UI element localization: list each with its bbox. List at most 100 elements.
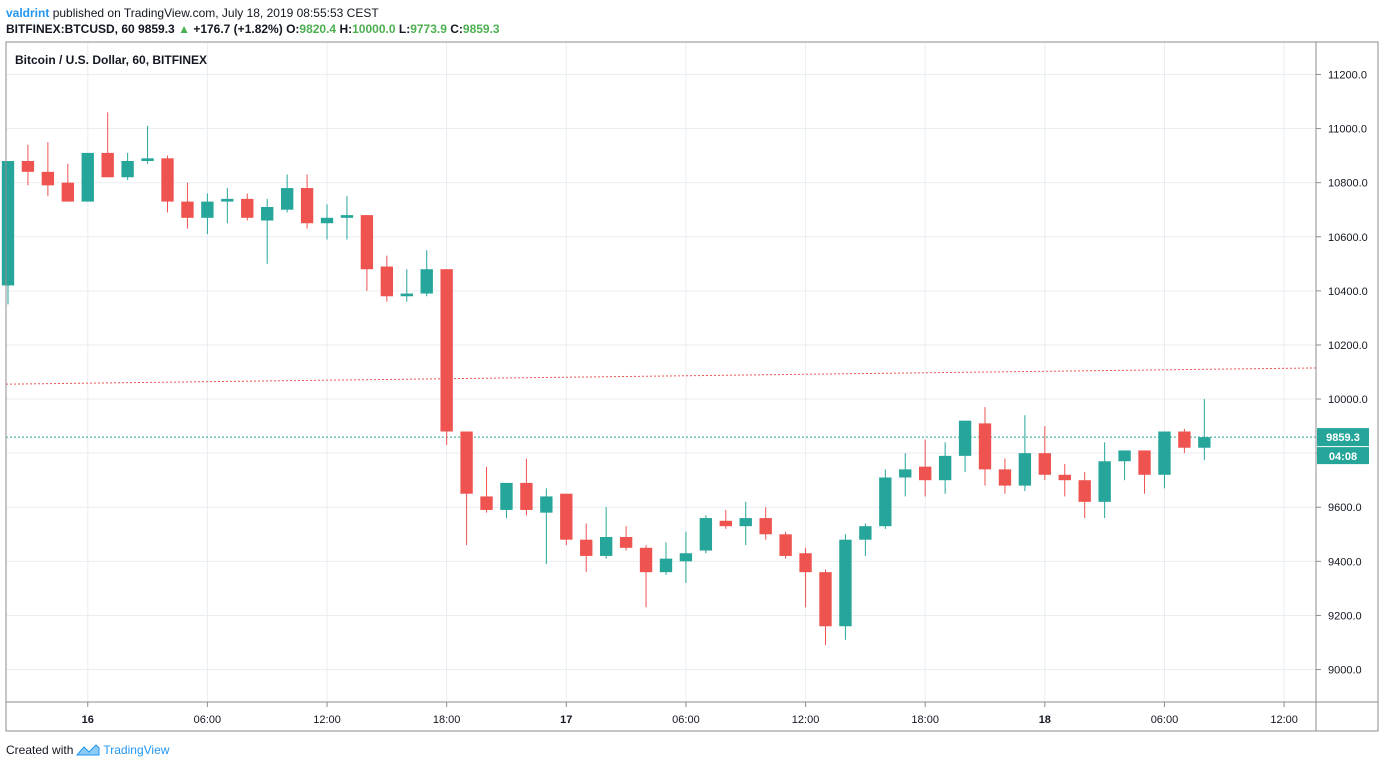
candle-body [440, 269, 453, 432]
candle [1, 161, 15, 305]
candle-body [739, 518, 752, 527]
candle [161, 155, 174, 213]
candle-body [141, 158, 154, 162]
candle-body [201, 201, 214, 218]
candle [121, 152, 134, 180]
candle-body [1198, 437, 1211, 448]
candles [1, 112, 1211, 646]
candle [1098, 442, 1111, 519]
candle [560, 493, 573, 546]
candle [978, 407, 992, 486]
x-tick-label: 06:00 [1151, 714, 1179, 726]
open-value: 9820.4 [299, 22, 337, 36]
candle-body [81, 152, 94, 202]
candle-body [221, 198, 234, 202]
y-tick-label: 9600.0 [1328, 502, 1362, 514]
candle-body [679, 553, 693, 562]
candle [998, 458, 1012, 494]
candle-body [1, 161, 15, 286]
published-text: published on TradingView.com, July 18, 2… [52, 6, 379, 20]
candle-body [839, 539, 852, 627]
x-tick-label: 06:00 [194, 714, 222, 726]
candle [938, 442, 952, 494]
candle [221, 188, 234, 224]
candle-body [540, 496, 553, 513]
candle-body [420, 269, 433, 294]
chart-frame [5, 41, 1379, 732]
candle [500, 482, 513, 519]
countdown-label: 04:08 [1329, 451, 1357, 463]
high-label: H: [339, 22, 353, 36]
candle-body [261, 207, 274, 221]
candle-body [779, 534, 792, 556]
candle-body [1178, 431, 1191, 448]
candle-body [380, 266, 394, 297]
candle [181, 182, 194, 229]
symbol-label: BITFINEX:BTCUSD, 60 [6, 22, 135, 36]
candle-body [560, 493, 573, 540]
candle [779, 531, 792, 559]
y-tick-label: 11000.0 [1328, 124, 1367, 136]
y-tick-label: 10800.0 [1328, 178, 1368, 190]
chart-title: Bitcoin / U.S. Dollar, 60, BITFINEX [15, 53, 207, 67]
x-tick-label: 12:00 [313, 714, 341, 726]
candle [360, 215, 374, 291]
candle [919, 439, 932, 497]
candle-body [400, 293, 413, 297]
y-tick-label: 10600.0 [1328, 232, 1368, 244]
candle-body [899, 469, 912, 478]
y-tick-label: 10000.0 [1328, 394, 1368, 406]
x-tick-label: 06:00 [672, 714, 700, 726]
author-name[interactable]: valdrint [6, 6, 50, 20]
chart-grid [6, 42, 1316, 702]
candle [340, 196, 354, 240]
time-axis: 16 06:00 12:00 18:00 17 06:00 12:00 18:00 18 06:0… [82, 702, 1298, 726]
candle-body [1078, 480, 1091, 502]
tradingview-brand[interactable]: TradingView [103, 743, 170, 757]
candle [1118, 450, 1131, 481]
outer-border [5, 41, 1379, 732]
candle [799, 547, 812, 608]
candle [141, 125, 154, 164]
candle-body [958, 420, 972, 456]
candle [659, 542, 673, 575]
y-tick-label: 10200.0 [1328, 340, 1368, 352]
candle-body [580, 539, 593, 556]
price-change: +176.7 (+1.82%) [193, 22, 283, 36]
candle [759, 507, 772, 540]
created-with-label: Created with [6, 743, 74, 757]
candle-body [121, 161, 134, 178]
x-tick-label: 12:00 [792, 714, 820, 726]
low-value: 9773.9 [410, 22, 447, 36]
last-price: 9859.3 [138, 22, 175, 36]
candle [81, 152, 94, 202]
candle [61, 163, 74, 202]
candle [540, 488, 553, 565]
up-arrow-icon: ▲ [178, 22, 190, 36]
x-tick-label: 18 [1039, 714, 1051, 726]
resistance-line [5, 367, 1317, 385]
candle-body [1138, 450, 1151, 475]
ohlc-header: BITFINEX:BTCUSD, 60 9859.3 ▲ +176.7 (+1.… [6, 22, 500, 36]
candle [859, 523, 872, 556]
candle [480, 466, 493, 513]
candle [380, 255, 394, 302]
candle-body [161, 158, 174, 202]
candle-body [460, 431, 473, 494]
candle [639, 545, 653, 608]
x-tick-label: 17 [560, 714, 572, 726]
x-tick-label: 18:00 [433, 714, 461, 726]
close-value: 9859.3 [462, 22, 500, 36]
candle [41, 142, 55, 197]
candle [679, 531, 693, 583]
candle [1198, 399, 1211, 461]
candle [958, 420, 972, 473]
candle [619, 526, 633, 551]
open-label: O: [286, 22, 300, 36]
candle-body [639, 547, 653, 573]
y-tick-label: 10400.0 [1328, 286, 1368, 298]
price-badge [1317, 428, 1369, 447]
candle [420, 250, 433, 297]
publish-info: valdrint published on TradingView.com, J… [6, 6, 379, 20]
